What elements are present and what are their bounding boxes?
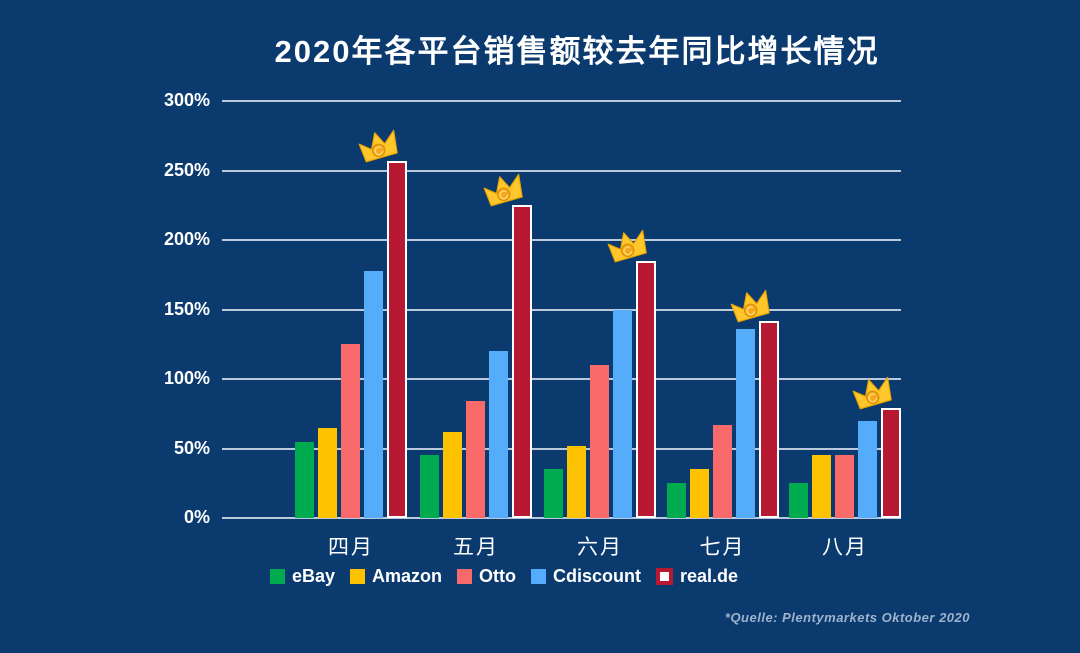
bar-Amazon-四月	[318, 427, 337, 518]
bar-eBay-六月	[544, 469, 563, 518]
bar-group-四月	[295, 160, 407, 518]
bar-Cdiscount-七月	[735, 328, 755, 518]
bar-Cdiscount-六月	[613, 309, 632, 518]
y-tick-label-100: 100%	[163, 368, 210, 389]
bar-group-八月	[789, 408, 901, 518]
bar-eBay-五月	[420, 455, 439, 518]
legend-label-Amazon: Amazon	[371, 566, 442, 586]
crown-icon	[480, 169, 530, 215]
x-axis-label-四月: 四月	[328, 536, 374, 559]
legend-item-Otto: Otto	[457, 566, 516, 587]
bar-group-六月	[544, 260, 656, 518]
y-tick-label-300: 300%	[163, 90, 210, 111]
legend-item-Cdiscount: Cdiscount	[530, 566, 641, 587]
bar-Amazon-八月	[812, 455, 831, 518]
y-tick-label-250: 250%	[163, 159, 210, 180]
legend-label-real.de: real.de	[679, 566, 739, 586]
x-axis-label-五月: 五月	[453, 536, 499, 559]
legend-label-eBay: eBay	[291, 566, 335, 586]
bar-group-五月	[420, 205, 532, 518]
source-note: *Quelle: Plentymarkets Oktober 2020	[724, 610, 970, 625]
bar-Cdiscount-八月	[858, 420, 877, 518]
y-tick-label-0: 0%	[183, 507, 210, 528]
bar-real.de-四月	[387, 160, 407, 518]
legend-swatch-Otto	[457, 569, 472, 584]
legend-label-Otto: Otto	[479, 566, 516, 586]
x-axis-label-七月: 七月	[699, 536, 746, 559]
x-axis-label-六月: 六月	[577, 536, 623, 559]
gridline-200	[222, 239, 901, 241]
crown-icon	[604, 225, 654, 271]
bar-real.de-七月	[758, 320, 779, 518]
x-axis-label-八月: 八月	[822, 536, 868, 559]
bar-Otto-八月	[835, 455, 854, 518]
legend-item-eBay: eBay	[269, 566, 335, 587]
bar-eBay-七月	[666, 483, 686, 518]
y-tick-label-200: 200%	[163, 229, 210, 250]
bar-real.de-八月	[881, 408, 901, 518]
bar-eBay-八月	[789, 483, 808, 518]
bar-Cdiscount-四月	[364, 270, 383, 518]
bar-Otto-七月	[712, 424, 732, 518]
legend-item-Amazon: Amazon	[349, 566, 442, 587]
y-tick-label-50: 50%	[173, 437, 210, 458]
legend-item-real.de: real.de	[655, 566, 739, 587]
legend-swatch-real.de	[655, 568, 673, 585]
gridline-0	[222, 517, 901, 519]
bar-Amazon-六月	[567, 445, 586, 518]
legend-swatch-Amazon	[349, 569, 365, 584]
bar-Otto-五月	[466, 401, 485, 518]
y-tick-label-150: 150%	[163, 298, 210, 319]
gridline-300	[222, 100, 901, 102]
legend-swatch-Cdiscount	[530, 569, 546, 584]
crown-icon	[849, 372, 899, 418]
crown-icon	[355, 125, 405, 171]
gridline-50	[222, 447, 901, 450]
chart-title: 2020年各平台销售额较去年同比增长情况	[274, 34, 880, 69]
bar-Amazon-七月	[689, 469, 709, 518]
legend-label-Cdiscount: Cdiscount	[552, 566, 641, 586]
bar-real.de-五月	[512, 205, 532, 518]
plot-area	[222, 100, 901, 519]
legend: eBay Amazon Otto Cdiscount real.de	[0, 566, 1044, 587]
legend-swatch-eBay	[269, 569, 285, 584]
bar-Otto-四月	[341, 344, 360, 518]
bar-Cdiscount-五月	[489, 351, 508, 518]
bar-real.de-六月	[636, 260, 656, 518]
bar-group-七月	[666, 320, 779, 518]
gridline-100	[222, 378, 901, 380]
gridline-150	[222, 308, 901, 311]
bar-Otto-六月	[590, 365, 609, 518]
bar-eBay-四月	[295, 441, 314, 518]
crown-icon	[726, 285, 776, 331]
gridline-250	[222, 169, 901, 172]
bar-Amazon-五月	[443, 431, 462, 518]
